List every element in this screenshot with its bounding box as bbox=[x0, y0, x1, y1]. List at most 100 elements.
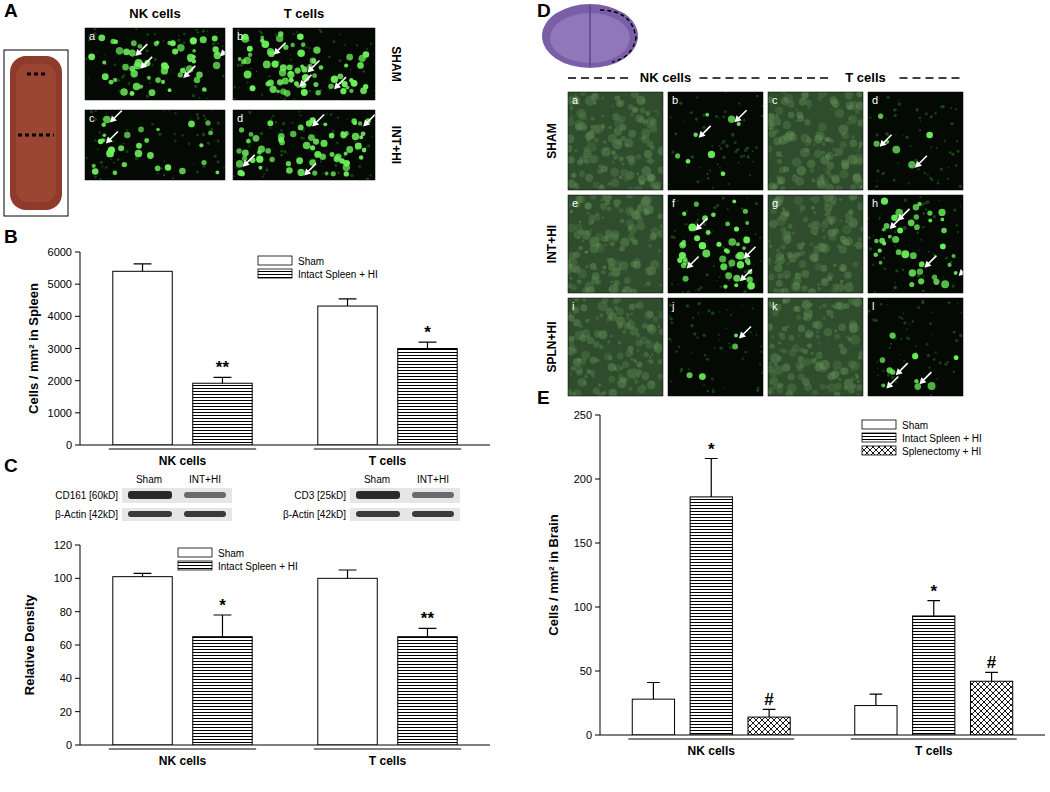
micrograph: h bbox=[867, 195, 971, 294]
background-speck bbox=[723, 387, 724, 388]
background-speck bbox=[154, 58, 157, 61]
fluorescent-cell bbox=[901, 250, 909, 258]
row-label: INT+HI bbox=[545, 225, 559, 263]
y-tick bbox=[75, 412, 80, 413]
tissue-texture bbox=[628, 186, 632, 190]
fluorescent-cell bbox=[290, 131, 296, 137]
tissue-texture bbox=[857, 356, 860, 359]
background-speck bbox=[926, 343, 929, 346]
tissue-texture bbox=[631, 261, 638, 268]
fluorescent-cell bbox=[297, 169, 304, 176]
background-speck bbox=[942, 276, 944, 278]
fluorescent-cell bbox=[734, 283, 738, 287]
background-speck bbox=[940, 167, 943, 170]
tissue-texture bbox=[623, 176, 629, 182]
background-speck bbox=[99, 178, 102, 180]
fluorescent-cell bbox=[278, 133, 285, 140]
background-speck bbox=[707, 390, 710, 393]
background-speck bbox=[158, 133, 161, 136]
background-speck bbox=[151, 64, 153, 66]
tissue-texture bbox=[858, 350, 863, 360]
arrow-head bbox=[334, 82, 341, 89]
background-speck bbox=[161, 168, 163, 170]
fluorescent-cell bbox=[743, 237, 750, 244]
tissue-texture bbox=[619, 247, 624, 252]
tissue-texture bbox=[777, 387, 784, 394]
tissue-texture bbox=[797, 115, 804, 122]
background-speck bbox=[719, 311, 721, 313]
fluorescent-cell bbox=[736, 242, 740, 246]
tissue-texture bbox=[812, 321, 819, 328]
fluorescent-cell bbox=[282, 78, 289, 85]
tissue-texture bbox=[592, 375, 595, 378]
fluorescent-cell bbox=[938, 209, 945, 216]
background-speck bbox=[925, 112, 928, 115]
tissue-texture bbox=[860, 227, 863, 232]
blot-strip bbox=[350, 508, 460, 521]
background-speck bbox=[887, 373, 890, 376]
tissue-texture bbox=[852, 174, 861, 183]
background-speck bbox=[718, 339, 720, 341]
fluorescent-cell bbox=[914, 214, 919, 219]
fluorescent-cell bbox=[352, 133, 360, 141]
tissue-texture bbox=[843, 239, 850, 246]
fluorescent-cell bbox=[120, 88, 128, 96]
tissue-texture bbox=[776, 280, 783, 287]
background-speck bbox=[269, 127, 271, 129]
subpanel-letter: j bbox=[671, 300, 674, 312]
fluorescent-cell bbox=[165, 164, 172, 171]
tissue-texture bbox=[602, 236, 608, 242]
background-speck bbox=[919, 116, 922, 119]
tissue-texture bbox=[646, 281, 651, 286]
tissue-texture bbox=[817, 287, 821, 291]
background-speck bbox=[695, 117, 698, 120]
tissue-texture bbox=[824, 213, 827, 216]
fluorescent-cell bbox=[725, 272, 732, 279]
background-speck bbox=[926, 200, 930, 204]
fluorescent-cell bbox=[108, 146, 115, 153]
tissue-texture bbox=[649, 120, 654, 125]
tissue-texture bbox=[769, 130, 776, 137]
x-tick-label: NK cells bbox=[159, 454, 207, 468]
bar-chart: ***020406080100120NK cellsT cellsRelativ… bbox=[22, 539, 490, 768]
background-speck bbox=[334, 164, 337, 167]
fluorescent-cell bbox=[873, 141, 879, 147]
background-speck bbox=[711, 378, 714, 381]
tissue-texture bbox=[853, 385, 856, 388]
tissue-texture bbox=[628, 104, 634, 110]
background-speck bbox=[712, 389, 714, 391]
tissue-texture bbox=[799, 205, 805, 211]
fluorescent-cell bbox=[147, 152, 154, 159]
background-speck bbox=[322, 122, 323, 123]
micrograph-frame bbox=[868, 92, 963, 190]
column-bracket bbox=[700, 77, 764, 79]
background-speck bbox=[711, 233, 712, 234]
tissue-texture bbox=[658, 359, 663, 364]
tissue-texture bbox=[858, 119, 863, 126]
fluorescent-cell bbox=[331, 76, 338, 83]
tissue-texture bbox=[628, 130, 636, 138]
background-speck bbox=[749, 174, 751, 176]
tissue-texture bbox=[832, 100, 839, 107]
background-speck bbox=[690, 324, 694, 328]
micrograph-bg bbox=[668, 298, 763, 396]
micrograph-frame bbox=[568, 298, 663, 396]
background-speck bbox=[707, 177, 710, 180]
background-speck bbox=[955, 164, 958, 167]
tissue-texture bbox=[602, 216, 604, 218]
tissue-texture bbox=[798, 374, 805, 381]
background-speck bbox=[308, 90, 311, 93]
fluorescent-cell bbox=[236, 160, 244, 168]
background-speck bbox=[903, 312, 905, 314]
fluorescent-cell bbox=[914, 379, 918, 383]
tissue-texture bbox=[826, 152, 834, 160]
fluorescent-cell bbox=[878, 249, 882, 253]
fluorescent-cell bbox=[682, 212, 686, 216]
background-speck bbox=[893, 286, 896, 289]
tissue-texture bbox=[776, 151, 782, 157]
background-speck bbox=[711, 146, 713, 148]
tissue-texture bbox=[599, 313, 603, 317]
tissue-texture bbox=[624, 138, 633, 147]
background-speck bbox=[703, 114, 706, 117]
micrograph-frame bbox=[868, 195, 963, 293]
